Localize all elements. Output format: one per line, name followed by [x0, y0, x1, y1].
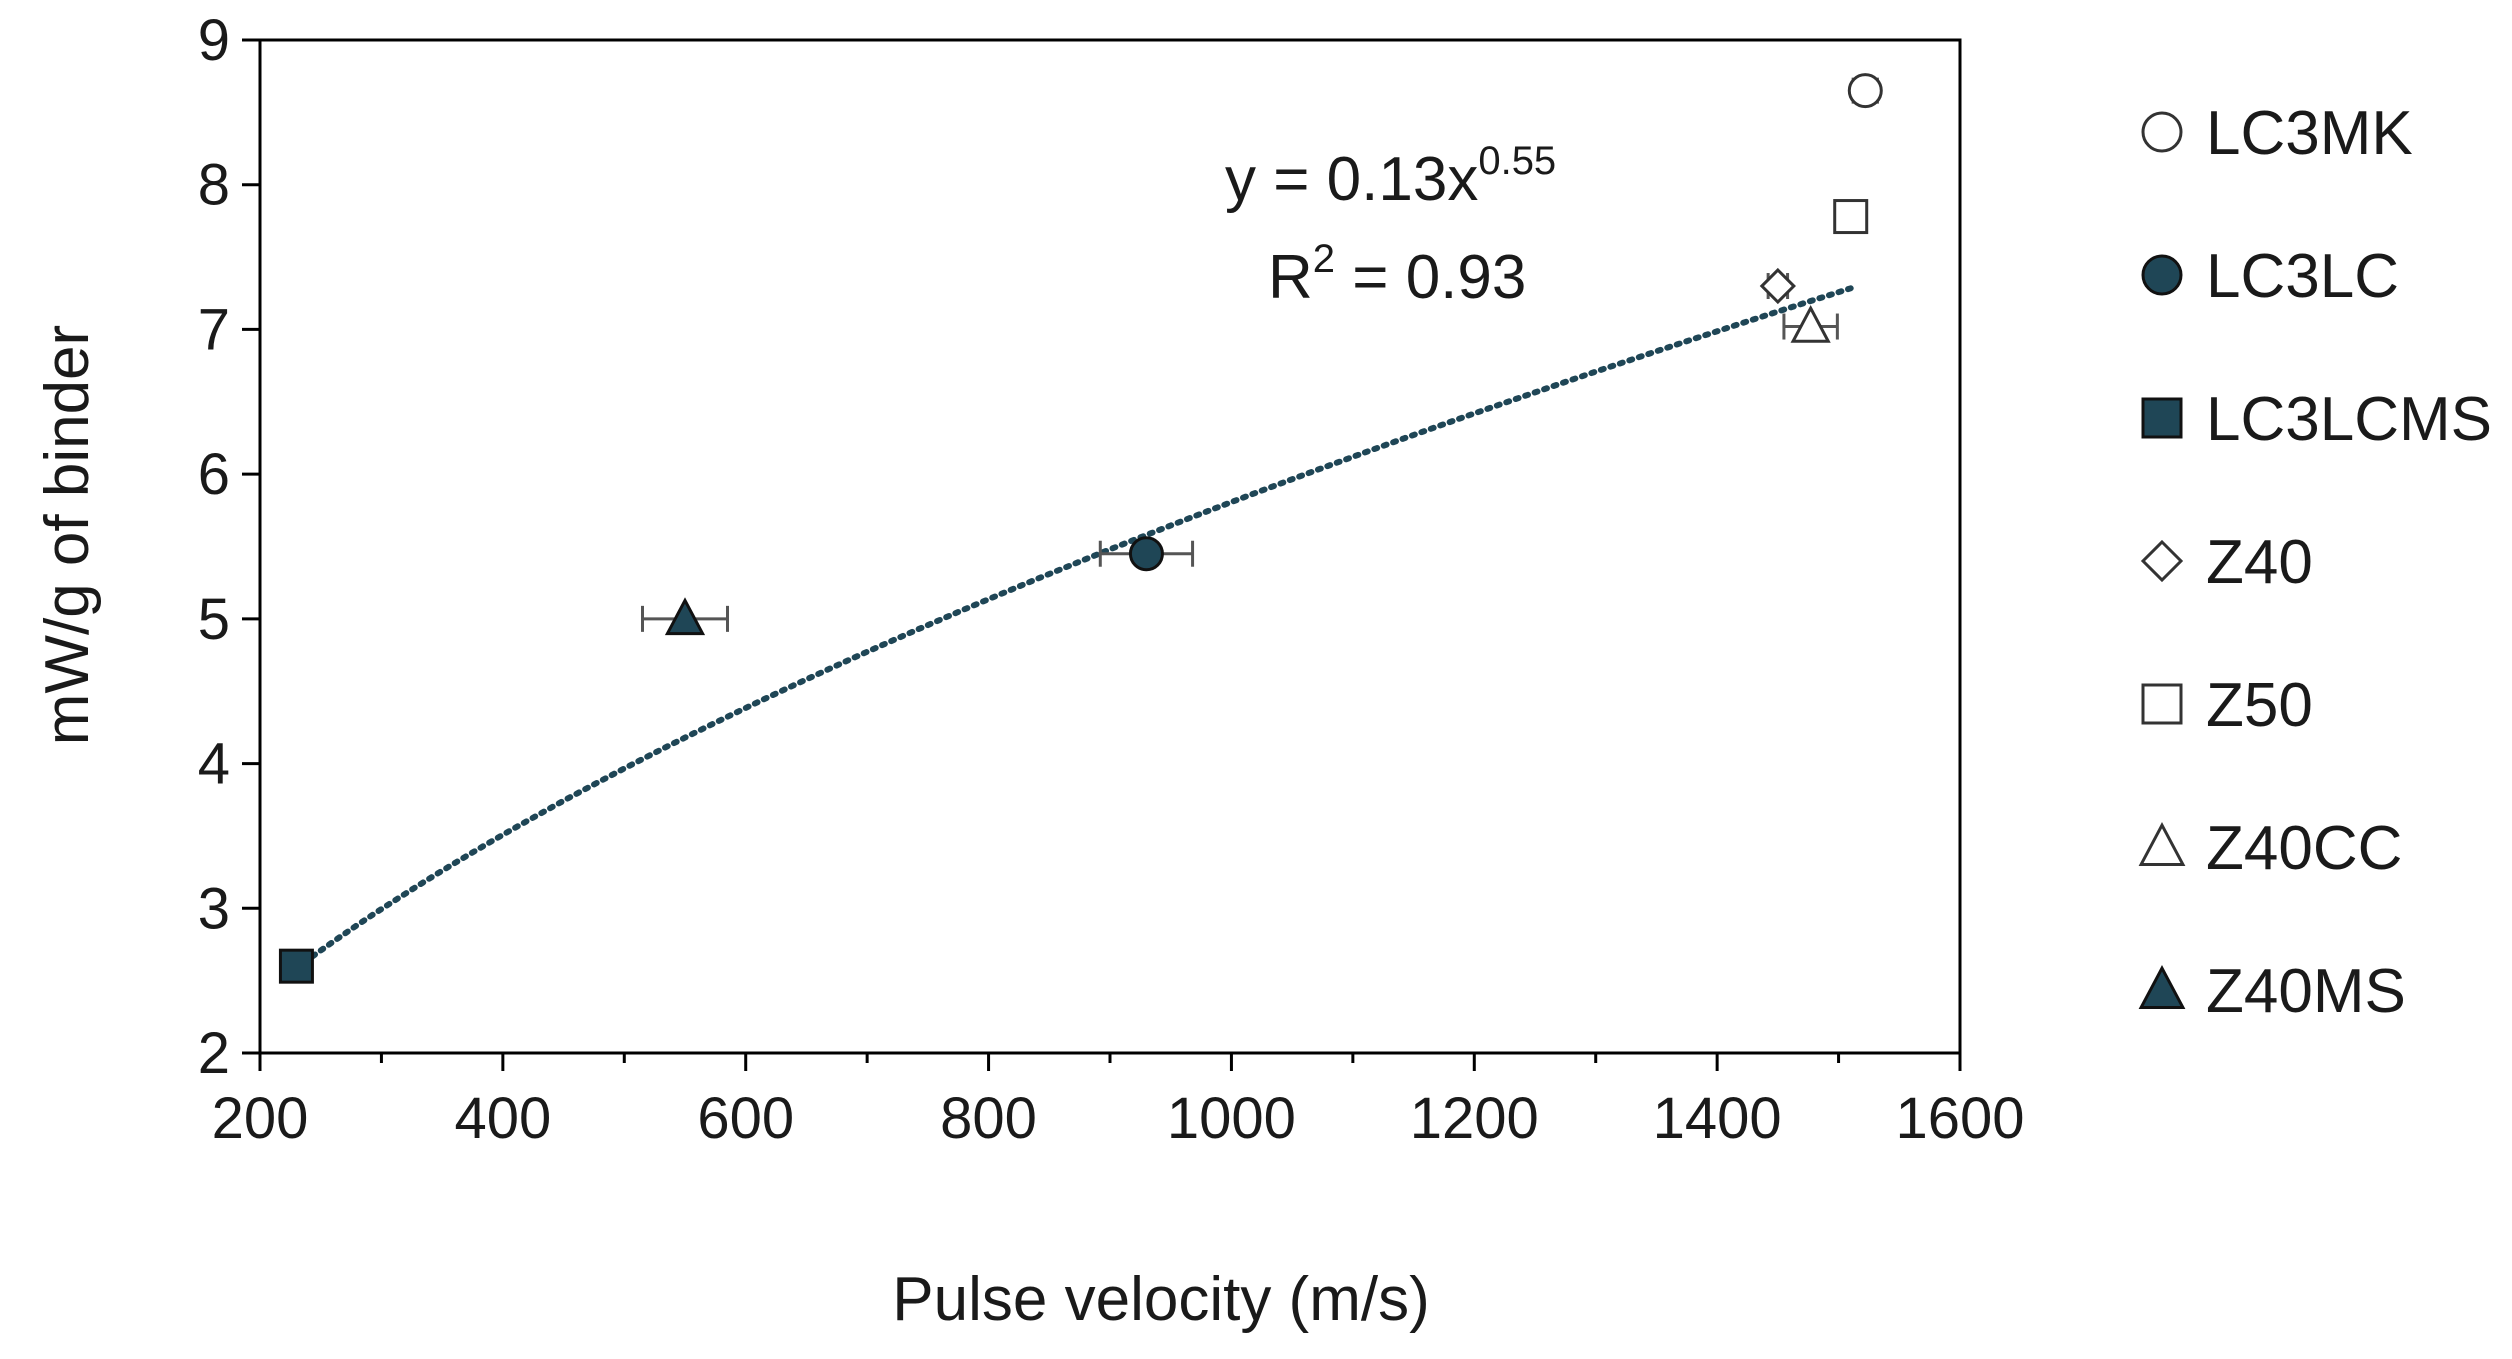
trendline-equation: y = 0.13x0.55: [1225, 139, 1556, 214]
legend-item-z40cc: Z40CC: [2138, 814, 2402, 883]
legend-item-z40ms: Z40MS: [2138, 957, 2406, 1026]
x-tick-label: 1000: [1167, 1086, 1296, 1151]
data-point-z40cc: [1790, 304, 1831, 343]
plot-area-border: [258, 38, 1962, 1055]
y-axis-title: mW/g of binder: [33, 325, 102, 745]
legend-marker: [2141, 683, 2183, 725]
x-tick-label: 400: [454, 1086, 551, 1151]
legend-marker: [2141, 111, 2183, 153]
r2-prefix: R: [1268, 243, 1313, 312]
x-tick-label: 1400: [1653, 1086, 1782, 1151]
legend-label: Z40CC: [2206, 814, 2402, 883]
legend-marker: [2140, 539, 2184, 583]
y-tick-label: 5: [198, 587, 230, 652]
y-tick-label: 7: [198, 297, 230, 362]
legend-item-lc3lc: LC3LC: [2141, 242, 2399, 311]
x-tick-label: 200: [212, 1086, 309, 1151]
data-point-lc3lcms: [278, 948, 314, 984]
legend-item-z50: Z50: [2141, 671, 2313, 740]
legend-marker: [2138, 964, 2186, 1009]
data-point-z40: [1759, 267, 1796, 305]
data-point-lc3mk: [1847, 73, 1883, 109]
legend-label: Z50: [2206, 671, 2313, 740]
equation-exponent: 0.55: [1478, 139, 1556, 183]
r2-value: = 0.93: [1335, 243, 1526, 312]
trendline: [293, 285, 1854, 971]
legend-item-lc3lcms: LC3LCMS: [2141, 385, 2492, 454]
equation-text: y = 0.13x: [1225, 145, 1478, 214]
legend-label: LC3MK: [2206, 99, 2413, 168]
x-axis-title: Pulse velocity (m/s): [892, 1265, 1429, 1334]
legend-marker: [2141, 254, 2183, 296]
x-tick-label: 1200: [1410, 1086, 1539, 1151]
legend-item-lc3mk: LC3MK: [2141, 99, 2413, 168]
legend-label: LC3LCMS: [2206, 385, 2492, 454]
legend-item-z40: Z40: [2140, 528, 2313, 597]
x-tick-label: 1600: [1895, 1086, 2024, 1151]
y-tick-label: 6: [198, 442, 230, 507]
y-tick-label: 8: [198, 153, 230, 218]
data-point-lc3lc: [1128, 536, 1164, 572]
x-tick-label: 600: [697, 1086, 794, 1151]
y-tick-label: 2: [198, 1021, 230, 1086]
y-tick-label: 3: [198, 876, 230, 941]
r-squared-label: R2 = 0.93: [1268, 237, 1526, 312]
legend-label: Z40: [2206, 528, 2313, 597]
legend-label: LC3LC: [2206, 242, 2399, 311]
legend-label: Z40MS: [2206, 957, 2406, 1026]
legend-marker: [2141, 397, 2183, 439]
y-tick-label: 4: [198, 732, 230, 797]
y-tick-label: 9: [198, 8, 230, 73]
legend-marker: [2138, 821, 2186, 866]
data-point-z40ms: [664, 597, 706, 636]
r2-superscript: 2: [1313, 237, 1335, 281]
data-point-z50: [1833, 199, 1869, 235]
x-tick-label: 800: [940, 1086, 1037, 1151]
